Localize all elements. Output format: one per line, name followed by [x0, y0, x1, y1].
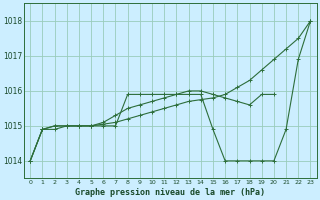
X-axis label: Graphe pression niveau de la mer (hPa): Graphe pression niveau de la mer (hPa) — [75, 188, 265, 197]
